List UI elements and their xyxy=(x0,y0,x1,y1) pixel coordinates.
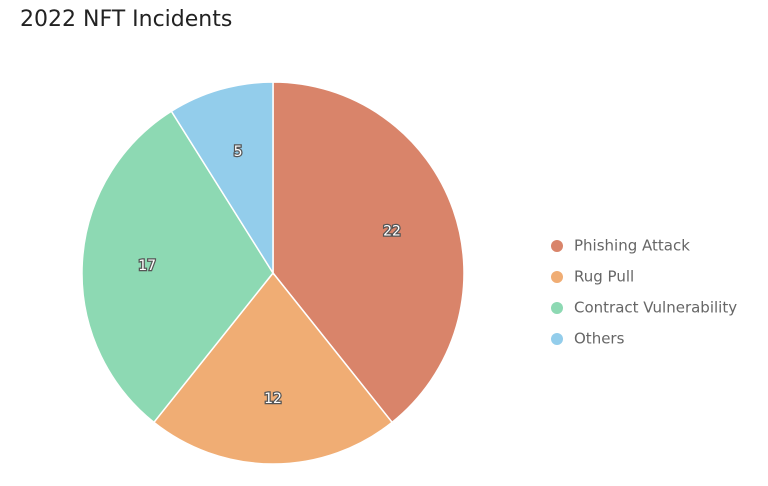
legend-label: Contract Vulnerability xyxy=(574,299,737,317)
legend-marker xyxy=(551,302,563,314)
legend-label: Phishing Attack xyxy=(574,237,690,255)
legend-marker xyxy=(551,271,563,283)
value-label: 22 xyxy=(383,223,401,239)
legend-label: Rug Pull xyxy=(574,268,634,286)
value-label: 17 xyxy=(138,258,156,274)
pie-slice xyxy=(152,271,394,465)
pie-slice xyxy=(81,110,274,424)
pie-slice xyxy=(272,81,465,424)
pie-slice xyxy=(170,81,274,276)
value-label: 12 xyxy=(264,391,282,407)
legend-marker xyxy=(551,240,563,252)
legend-marker xyxy=(551,333,563,345)
value-label: 5 xyxy=(234,144,243,160)
chart-title: 2022 NFT Incidents xyxy=(20,7,232,32)
legend-label: Others xyxy=(574,330,625,348)
